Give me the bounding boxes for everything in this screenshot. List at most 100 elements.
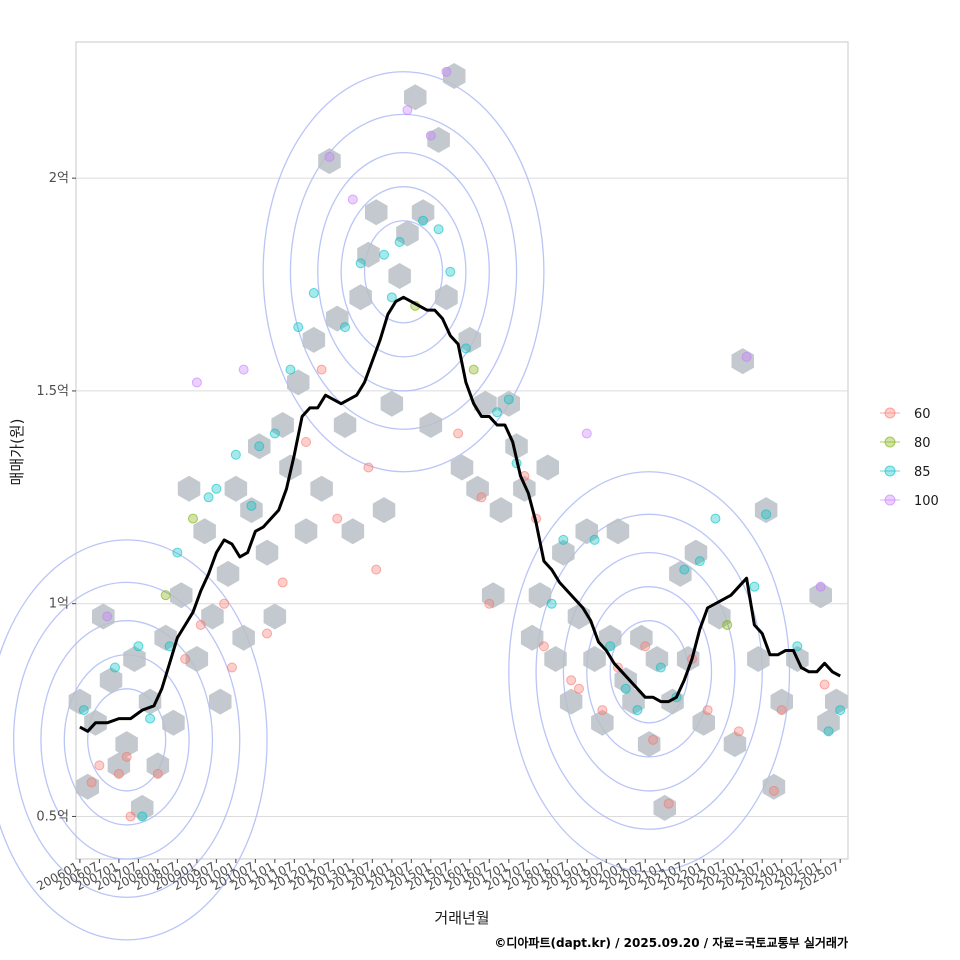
hexbin bbox=[653, 794, 676, 821]
data-point-100 bbox=[102, 611, 113, 622]
data-point-85 bbox=[492, 407, 503, 418]
data-point-60 bbox=[152, 768, 163, 779]
data-point-85 bbox=[503, 394, 514, 405]
data-point-60 bbox=[819, 679, 830, 690]
data-point-80 bbox=[468, 364, 479, 375]
data-point-60 bbox=[663, 798, 674, 809]
data-point-100 bbox=[581, 428, 592, 439]
hexbin bbox=[349, 284, 372, 311]
data-point-85 bbox=[761, 509, 772, 520]
hexbin bbox=[216, 560, 240, 587]
data-point-100 bbox=[815, 581, 826, 592]
data-point-60 bbox=[262, 628, 273, 639]
density-contour bbox=[535, 513, 763, 830]
data-point-60 bbox=[566, 675, 577, 686]
density-contours bbox=[0, 71, 791, 941]
hexbin bbox=[365, 199, 388, 226]
legend-label-85: 85 bbox=[914, 465, 931, 480]
data-point-85 bbox=[679, 564, 690, 575]
data-point-85 bbox=[589, 534, 600, 545]
hexbin bbox=[271, 412, 294, 438]
data-point-60 bbox=[453, 428, 464, 439]
hexbin bbox=[684, 539, 708, 566]
hexbin bbox=[396, 220, 419, 247]
data-point-85 bbox=[109, 662, 120, 673]
data-point-60 bbox=[316, 364, 327, 375]
hexbin bbox=[692, 709, 715, 736]
data-point-60 bbox=[702, 705, 713, 716]
data-point-85 bbox=[792, 641, 803, 652]
hexbin bbox=[442, 63, 466, 89]
hexbin bbox=[92, 603, 115, 630]
hexbin bbox=[575, 518, 598, 545]
data-point-85 bbox=[293, 322, 304, 333]
legend-label-60: 60 bbox=[914, 407, 931, 422]
y-tick-label: 1억 bbox=[49, 597, 69, 612]
data-point-60 bbox=[538, 641, 549, 652]
hexbin bbox=[450, 454, 474, 481]
hexbin bbox=[427, 126, 450, 153]
hexbin bbox=[708, 603, 731, 630]
data-point-100 bbox=[741, 351, 752, 362]
density-contour bbox=[87, 688, 167, 792]
legend-key-85 bbox=[884, 465, 896, 477]
legend-label-100: 100 bbox=[914, 494, 939, 509]
hexbin bbox=[559, 688, 583, 715]
hexbin bbox=[248, 433, 271, 460]
legend-label-80: 80 bbox=[914, 436, 931, 451]
data-point-60 bbox=[332, 513, 343, 524]
data-point-60 bbox=[226, 662, 237, 673]
hexbin bbox=[552, 539, 575, 566]
data-point-85 bbox=[632, 705, 643, 716]
data-point-85 bbox=[460, 343, 471, 354]
data-point-85 bbox=[386, 292, 397, 303]
data-point-85 bbox=[835, 705, 846, 716]
hexbin bbox=[326, 305, 349, 332]
data-point-100 bbox=[191, 377, 202, 388]
hexbin bbox=[123, 646, 146, 672]
hexbin bbox=[287, 369, 310, 396]
data-point-60 bbox=[125, 811, 136, 822]
y-tick-label: 0.5억 bbox=[36, 809, 69, 824]
data-point-60 bbox=[733, 726, 744, 737]
data-point-60 bbox=[371, 564, 382, 575]
hexbin bbox=[481, 582, 505, 609]
hexbin bbox=[115, 731, 138, 758]
data-point-85 bbox=[620, 683, 631, 694]
hexbin bbox=[645, 646, 669, 672]
data-point-85 bbox=[230, 449, 241, 460]
data-point-60 bbox=[476, 492, 487, 503]
data-point-85 bbox=[418, 215, 429, 226]
hexbin bbox=[474, 390, 497, 417]
hexbin bbox=[598, 624, 622, 651]
hexbin bbox=[466, 475, 489, 502]
hexbin bbox=[770, 688, 793, 715]
data-point-60 bbox=[94, 760, 105, 771]
hexbin bbox=[209, 688, 232, 715]
hexbin bbox=[333, 412, 357, 438]
density-contour bbox=[340, 186, 467, 358]
data-point-60 bbox=[768, 785, 779, 796]
data-point-85 bbox=[137, 811, 148, 822]
hexbin bbox=[528, 582, 552, 609]
hexbin bbox=[341, 518, 365, 545]
moving-average-path bbox=[79, 295, 841, 733]
legend-key-60 bbox=[884, 407, 896, 419]
hexbin bbox=[637, 731, 661, 758]
data-point-85 bbox=[285, 364, 296, 375]
data-point-100 bbox=[402, 105, 413, 116]
data-point-60 bbox=[640, 641, 651, 652]
hexbin bbox=[107, 752, 131, 779]
hexbin bbox=[411, 199, 435, 226]
hexbin bbox=[185, 646, 209, 672]
data-point-60 bbox=[573, 683, 584, 694]
hexbin bbox=[536, 454, 559, 481]
data-point-85 bbox=[433, 224, 444, 235]
data-point-85 bbox=[172, 547, 183, 558]
density-contour bbox=[0, 539, 268, 941]
hexbin bbox=[622, 688, 645, 715]
legend-key-80 bbox=[884, 436, 896, 448]
hexbin bbox=[817, 709, 840, 736]
y-tick-label: 1.5억 bbox=[36, 384, 69, 399]
hexbin bbox=[809, 582, 832, 609]
